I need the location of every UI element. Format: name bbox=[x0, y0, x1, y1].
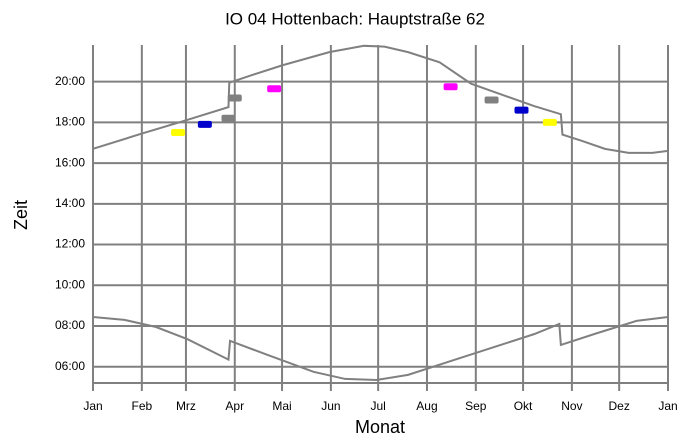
chart-title: IO 04 Hottenbach: Hauptstraße 62 bbox=[225, 9, 485, 28]
x-tick-label: Jul bbox=[370, 399, 385, 413]
marker bbox=[197, 120, 212, 128]
marker bbox=[267, 85, 282, 93]
x-tick-label: Mai bbox=[272, 399, 291, 413]
y-axis-label: Zeit bbox=[11, 200, 31, 230]
y-tick-label: 12:00 bbox=[55, 237, 85, 251]
x-tick-label: Okt bbox=[514, 399, 533, 413]
x-tick-label: Mrz bbox=[176, 399, 196, 413]
marker bbox=[542, 118, 557, 126]
x-axis-label: Monat bbox=[355, 417, 405, 437]
marker bbox=[484, 96, 499, 104]
x-tick-label: Apr bbox=[225, 399, 244, 413]
line bbox=[92, 44, 669, 154]
x-tick-label: Jan bbox=[83, 399, 102, 413]
marker bbox=[514, 106, 529, 114]
x-tick-label: Jan bbox=[658, 399, 677, 413]
x-tick-label: Sep bbox=[465, 399, 487, 413]
marker bbox=[227, 94, 242, 102]
marker bbox=[221, 114, 236, 122]
x-tick-label: Nov bbox=[561, 399, 582, 413]
y-tick-label: 10:00 bbox=[55, 277, 85, 291]
marker bbox=[443, 83, 458, 91]
y-tick-label: 20:00 bbox=[55, 74, 85, 88]
line bbox=[92, 316, 669, 381]
y-tick-label: 18:00 bbox=[55, 115, 85, 129]
y-tick-label: 14:00 bbox=[55, 196, 85, 210]
x-tick-label: Aug bbox=[416, 399, 437, 413]
x-tick-label: Dez bbox=[608, 399, 629, 413]
y-tick-label: 06:00 bbox=[55, 359, 85, 373]
x-tick-label: Jun bbox=[321, 399, 340, 413]
y-tick-label: 08:00 bbox=[55, 318, 85, 332]
y-tick-label: 16:00 bbox=[55, 155, 85, 169]
x-tick-label: Feb bbox=[131, 399, 152, 413]
marker bbox=[171, 129, 186, 137]
